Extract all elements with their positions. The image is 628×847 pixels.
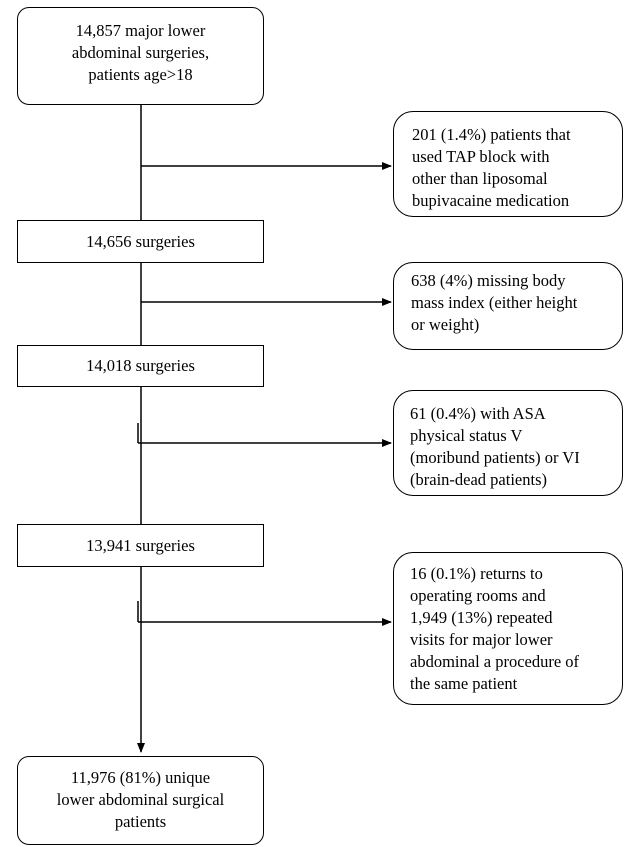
box-line: abdominal a procedure of (410, 652, 580, 671)
box-line: other than liposomal (412, 169, 548, 188)
box-line: visits for major lower (410, 630, 553, 649)
box-final-cohort: 11,976 (81%) unique lower abdominal surg… (17, 756, 264, 845)
box-line: abdominal surgeries, (71, 43, 210, 62)
box-line: patients (114, 812, 167, 831)
box-after-exclusion-3: 13,941 surgeries (17, 524, 264, 567)
box-line: 201 (1.4%) patients that (412, 125, 571, 144)
exclusion-box-asa-status: 61 (0.4%) with ASA physical status V (mo… (393, 390, 623, 496)
box-line: (moribund patients) or VI (410, 448, 580, 467)
box-line: used TAP block with (412, 147, 550, 166)
exclusion-box-tap-block: 201 (1.4%) patients that used TAP block … (393, 111, 623, 217)
box-line: 16 (0.1%) returns to (410, 564, 543, 583)
box-initial-cohort: 14,857 major lower abdominal surgeries, … (17, 7, 264, 105)
box-line: lower abdominal surgical (56, 790, 225, 809)
box-line: the same patient (410, 674, 518, 693)
box-line: or weight) (411, 315, 480, 334)
box-after-exclusion-1: 14,656 surgeries (17, 220, 264, 263)
box-line: 13,941 surgeries (86, 536, 195, 555)
exclusion-box-missing-bmi: 638 (4%) missing body mass index (either… (393, 262, 623, 350)
box-line: mass index (either height (411, 293, 578, 312)
box-after-exclusion-2: 14,018 surgeries (17, 345, 264, 387)
box-line: patients age>18 (88, 65, 193, 84)
box-line: physical status V (410, 426, 523, 445)
box-line: 14,018 surgeries (86, 356, 195, 375)
box-line: bupivacaine medication (412, 191, 570, 210)
box-line: 11,976 (81%) unique (70, 768, 211, 787)
box-line: 14,656 surgeries (86, 232, 195, 251)
box-line: 1,949 (13%) repeated (410, 608, 553, 627)
box-line: operating rooms and (410, 586, 546, 605)
box-line: 638 (4%) missing body (411, 271, 566, 290)
box-line: 61 (0.4%) with ASA (410, 404, 546, 423)
box-line: (brain-dead patients) (410, 470, 547, 489)
exclusion-box-repeat-visits: 16 (0.1%) returns to operating rooms and… (393, 552, 623, 705)
box-line: 14,857 major lower (75, 21, 206, 40)
